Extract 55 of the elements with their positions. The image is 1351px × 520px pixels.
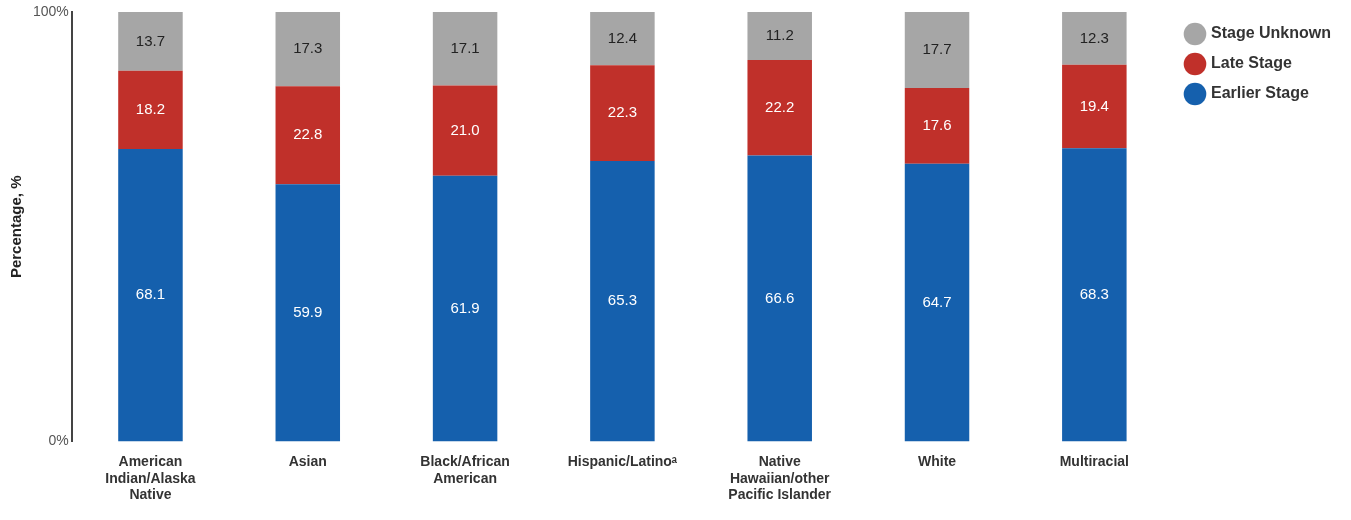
x-tick-label: American Indian/Alaska Native [105,452,196,503]
x-tick-label: White [917,452,957,469]
bar [1062,148,1127,442]
bar [432,85,498,176]
data-label: 61.9 [450,298,480,316]
data-label: 12.3 [1079,28,1109,46]
data-label: 12.4 [607,28,637,46]
bar [275,86,341,185]
data-label: 13.7 [135,31,166,49]
bar [432,12,498,86]
bar [118,12,183,71]
y-tick-label: 0% [48,432,69,449]
data-label: 65.3 [607,291,637,309]
bar [275,12,341,87]
data-label: 17.7 [922,40,952,58]
bar [904,88,970,164]
data-label: 19.4 [1079,96,1109,114]
data-label: 11.2 [765,26,794,44]
bar [590,12,655,66]
bar [590,161,655,442]
bar [590,65,655,162]
data-label: 22.2 [765,97,795,115]
data-label: 59.9 [293,303,323,321]
legend-label: Late Stage [1210,54,1293,72]
data-label: 17.1 [450,38,480,56]
bar [432,175,498,442]
data-label: 68.3 [1079,285,1109,303]
bar [747,155,812,442]
bar [747,60,812,156]
y-tick-label: 100% [32,2,69,19]
data-label: 68.1 [135,285,166,303]
bar [118,70,183,150]
bar [747,12,812,61]
data-label: 64.7 [922,292,952,310]
bar [275,184,341,442]
data-label: 17.3 [293,39,323,57]
bar [1062,12,1127,65]
data-label: 17.6 [922,115,952,133]
bar [904,12,970,89]
x-tick-label: Asian [288,452,327,469]
bar [1062,64,1127,149]
data-label: 18.2 [135,100,166,118]
x-tick-label: Black/African American [420,452,510,486]
x-tick-label: Native Hawaiian/other Pacific Islander [728,452,832,503]
data-label: 22.3 [607,103,637,121]
bar [118,149,183,442]
data-label: 66.6 [765,288,795,306]
x-tick-label: Hispanic/Latinoᵃ [567,452,678,469]
x-tick-label: Multiracial [1059,452,1129,469]
legend-label: Earlier Stage [1210,84,1309,102]
data-label: 21.0 [450,120,480,138]
y-axis-title: Percentage, % [7,175,25,279]
bar [904,163,970,442]
data-label: 22.8 [293,125,323,143]
legend-label: Stage Unknown [1210,24,1332,42]
